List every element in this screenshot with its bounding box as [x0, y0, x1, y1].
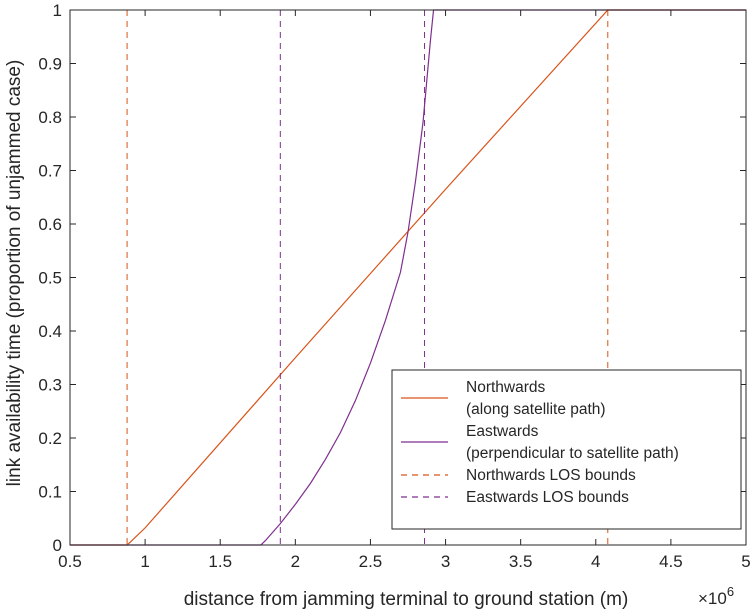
legend-label-3: Eastwards LOS bounds [466, 489, 629, 506]
x-exponent-label: ×106 [698, 584, 734, 608]
y-tick-label: 0.5 [38, 269, 62, 288]
x-axis-label: distance from jamming terminal to ground… [184, 589, 629, 610]
y-tick-label: 1 [53, 1, 62, 20]
legend-label-0: Northwards [466, 379, 545, 396]
series-line-1 [70, 9, 746, 546]
y-tick-label: 0.9 [38, 55, 62, 74]
y-axis-label: link availability time (proportion of un… [4, 60, 25, 487]
x-tick-label: 4 [591, 552, 600, 571]
x-tick-label: 1.5 [208, 552, 232, 571]
y-tick-label: 0.1 [38, 483, 62, 502]
y-tick-label: 0.3 [38, 376, 62, 395]
x-tick-label: 1 [140, 552, 149, 571]
x-exponent-base: ×10 [698, 589, 727, 608]
legend-label-0: (along satellite path) [466, 401, 606, 418]
x-tick-label: 5 [741, 552, 750, 571]
y-tick-label: 0.7 [38, 162, 62, 181]
x-tick-label: 2 [291, 552, 300, 571]
y-tick-label: 0.6 [38, 215, 62, 234]
plot-area [70, 9, 746, 546]
legend-label-1: Eastwards [466, 423, 539, 440]
x-tick-label: 3 [441, 552, 450, 571]
x-tick-label: 4.5 [659, 552, 683, 571]
x-tick-label: 0.5 [58, 552, 82, 571]
axes: 0.5 1 1.5 2 2.5 3 3.5 4 4.5 5 0 0.1 0.2 0.3 0.4 0.5 0.6 0… [38, 1, 750, 571]
x-tick-label: 2.5 [359, 552, 383, 571]
svg-text:×106: ×106 [698, 584, 734, 608]
legend: Northwards (along satellite path) Eastward… [391, 369, 742, 530]
y-tick-label: 0.4 [38, 322, 62, 341]
legend-label-1: (perpendicular to satellite path) [466, 445, 679, 462]
x-exponent-power: 6 [727, 584, 734, 599]
y-tick-label: 0 [53, 536, 62, 555]
y-tick-label: 0.2 [38, 429, 62, 448]
x-tick-label: 3.5 [509, 552, 533, 571]
legend-box [391, 369, 742, 530]
legend-label-2: Northwards LOS bounds [466, 467, 636, 484]
y-tick-label: 0.8 [38, 108, 62, 127]
